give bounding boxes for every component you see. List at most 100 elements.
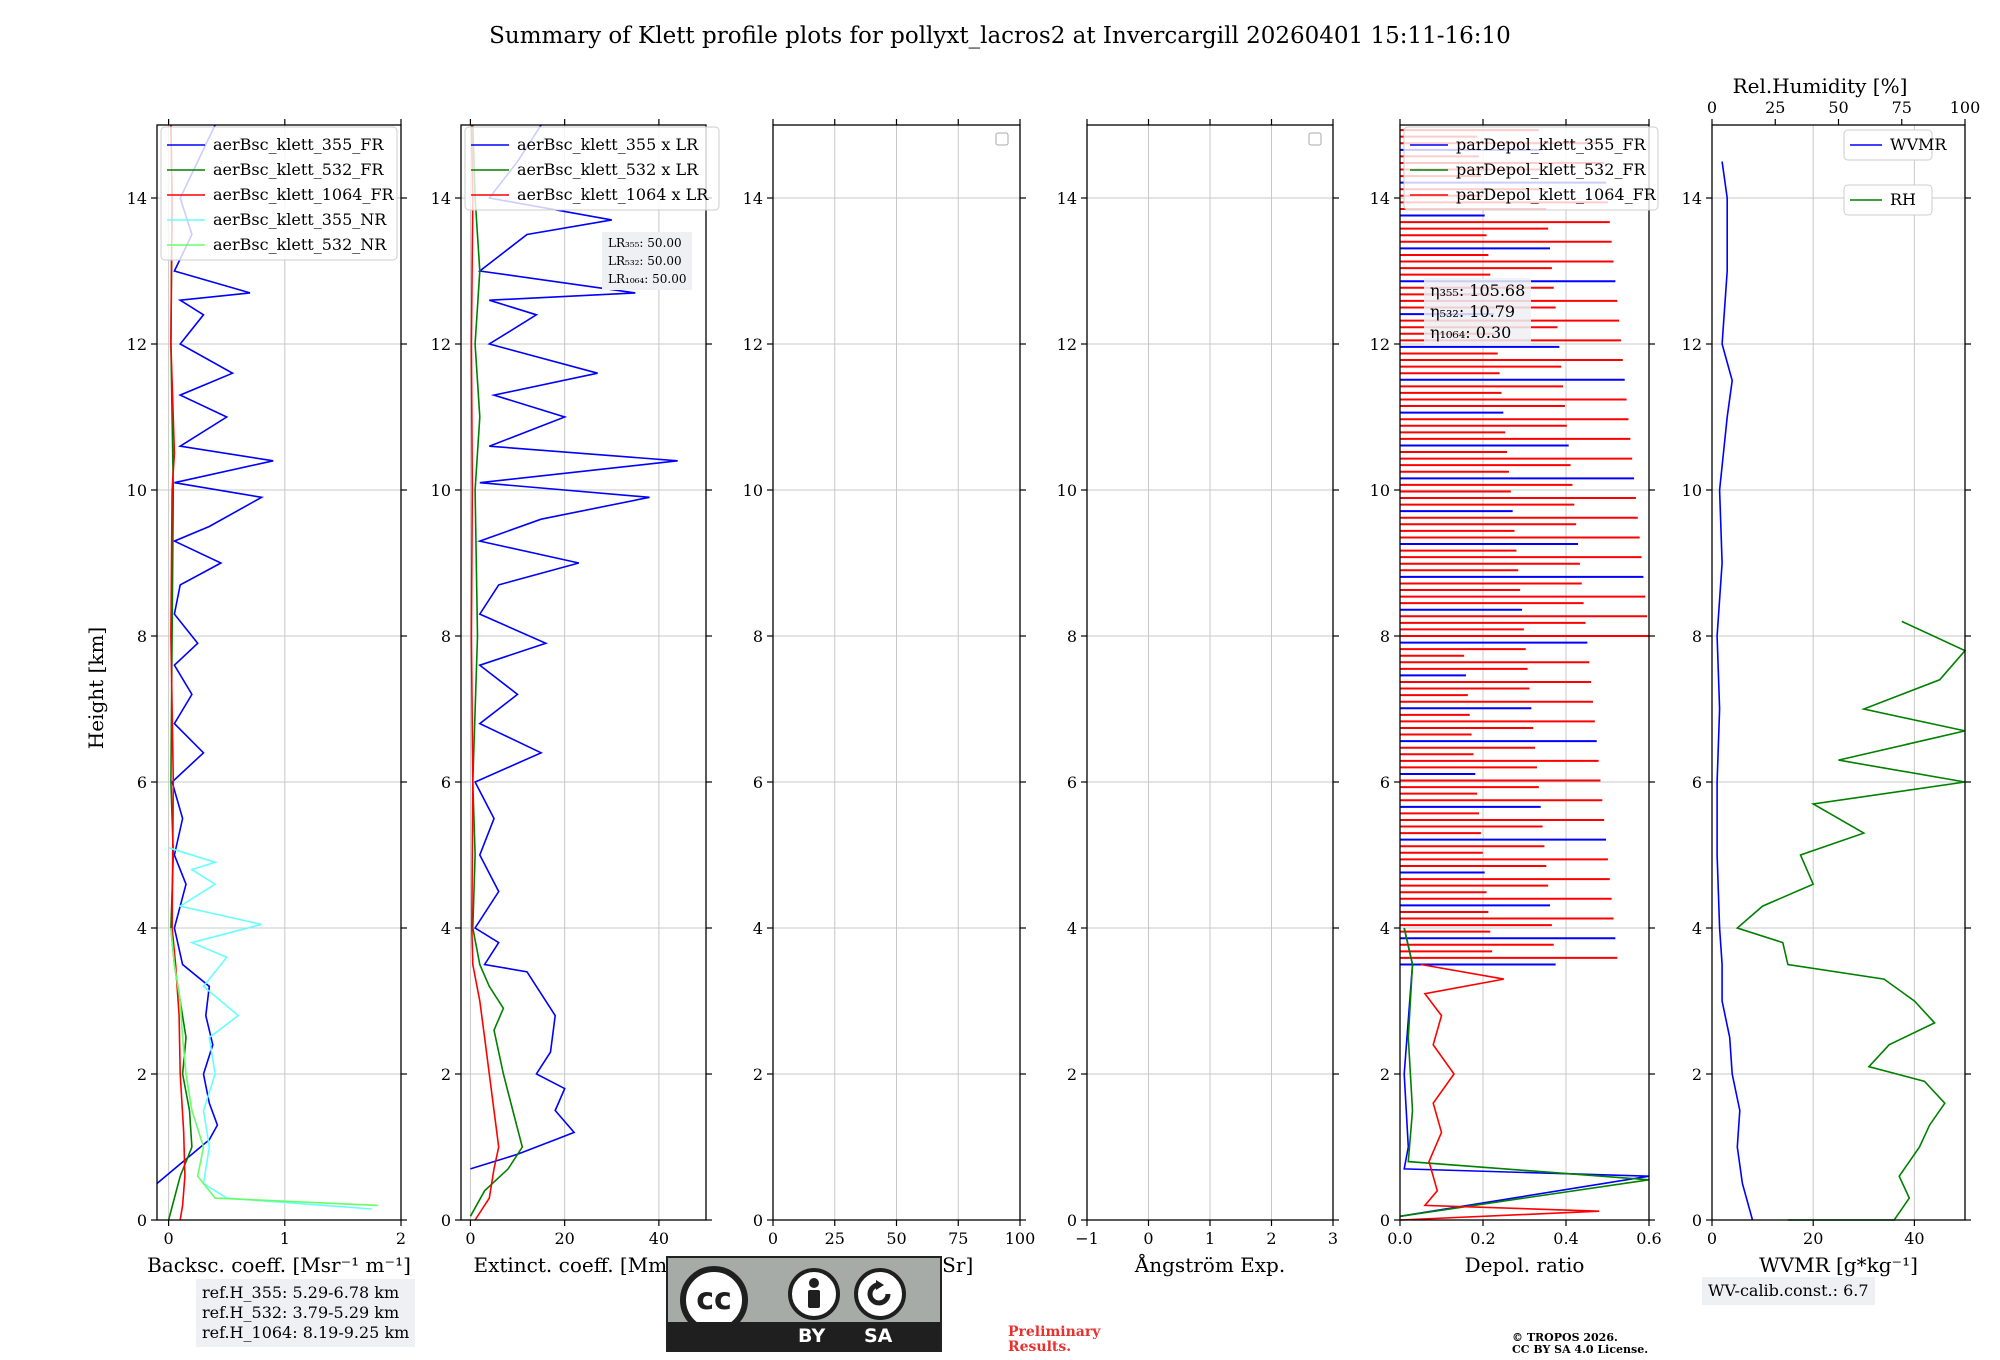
preliminary-note: Preliminary Results. bbox=[1008, 1325, 1100, 1355]
legend-box bbox=[1403, 126, 1659, 211]
series-line-aerBsc_klett_532 x LR bbox=[469, 124, 524, 1217]
axes-frame bbox=[1399, 124, 1650, 1221]
license-band bbox=[668, 1322, 940, 1350]
copyright-note: © TROPOS 2026. CC BY SA 4.0 License. bbox=[1512, 1332, 1648, 1356]
legend-entry: aerBsc_klett_355 x LR bbox=[517, 135, 699, 154]
series-line-RH bbox=[1735, 620, 1967, 1221]
y-tick-label: 4 bbox=[1067, 919, 1077, 938]
by-label: BY bbox=[798, 1325, 826, 1347]
legend-entry: aerBsc_klett_1064_FR bbox=[213, 185, 395, 204]
series-line-WVMR bbox=[1716, 161, 1754, 1221]
lidar-ratio-info: LR₃₅₅: 50.00 LR₅₃₂: 50.00 LR₁₀₆₄: 50.00 bbox=[602, 232, 693, 290]
y-tick-label: 14 bbox=[127, 189, 147, 208]
y-tick-label: 8 bbox=[1692, 627, 1702, 646]
legend-box bbox=[1843, 129, 1933, 161]
x-tick-label: 3 bbox=[1328, 1229, 1338, 1248]
eta-1064: η₁₀₆₄: 0.30 bbox=[1430, 323, 1512, 342]
series-line-parDepol_klett_355_FR bbox=[1399, 927, 1650, 1218]
y-tick-label: 4 bbox=[753, 919, 763, 938]
y-tick-label: 10 bbox=[1682, 481, 1702, 500]
legend-entry: aerBsc_klett_355_NR bbox=[213, 210, 387, 229]
y-tick-label: 8 bbox=[137, 627, 147, 646]
empty-legend-box bbox=[995, 132, 1009, 146]
legend-entry: parDepol_klett_1064_FR bbox=[1456, 185, 1657, 204]
y-tick-label: 6 bbox=[1380, 773, 1390, 792]
copyright-line-1: © TROPOS 2026. bbox=[1512, 1331, 1618, 1344]
x-tick-label: 0 bbox=[1707, 1229, 1717, 1248]
y-tick-label: 8 bbox=[441, 627, 451, 646]
y-tick-label: 0 bbox=[753, 1211, 763, 1230]
ref-height-355: ref.H_355: 5.29-6.78 km bbox=[202, 1283, 400, 1302]
preliminary-line-2: Results. bbox=[1008, 1339, 1072, 1355]
ref-height-info: ref.H_355: 5.29-6.78 km ref.H_532: 3.79-… bbox=[196, 1279, 416, 1347]
lr-532: LR₅₃₂: 50.00 bbox=[608, 254, 682, 268]
y-tick-label: 8 bbox=[1067, 627, 1077, 646]
legend-entry: aerBsc_klett_532_NR bbox=[213, 235, 387, 254]
legend-entry: aerBsc_klett_532 x LR bbox=[517, 160, 699, 179]
panel-extinction: 0 20 40 0 2 4 6 8 10 12 14 Extinct. coeff. [Mm⁻¹] ae… bbox=[431, 119, 720, 1277]
series-line-aerBsc_klett_355_FR bbox=[156, 124, 274, 1185]
top-tick-label: 75 bbox=[1892, 98, 1912, 117]
x-tick-label: 50 bbox=[886, 1229, 906, 1248]
y-tick-label: 0 bbox=[1380, 1211, 1390, 1230]
y-tick-label: 2 bbox=[1067, 1065, 1077, 1084]
x-tick-label: 0 bbox=[164, 1229, 174, 1248]
y-tick-label: 2 bbox=[753, 1065, 763, 1084]
x-tick-label: 0 bbox=[1143, 1229, 1153, 1248]
rh-axis-label: Rel.Humidity [%] bbox=[1733, 74, 1908, 98]
legend-entry: parDepol_klett_355_FR bbox=[1456, 135, 1647, 154]
panel-lidar_ratio: 025507510002468101214Lidar ratio [Sr] bbox=[743, 119, 1036, 1277]
x-tick-label: 1 bbox=[1205, 1229, 1215, 1248]
ref-height-1064: ref.H_1064: 8.19-9.25 km bbox=[202, 1323, 410, 1342]
copyright-line-2: CC BY SA 4.0 License. bbox=[1512, 1343, 1649, 1356]
y-tick-label: 8 bbox=[753, 627, 763, 646]
y-tick-label: 0 bbox=[441, 1211, 451, 1230]
x-axis-label: Depol. ratio bbox=[1465, 1253, 1585, 1277]
x-tick-label: 0.2 bbox=[1470, 1229, 1495, 1248]
y-tick-label: 6 bbox=[753, 773, 763, 792]
x-axis-label: Extinct. coeff. [Mm⁻¹] bbox=[473, 1253, 693, 1277]
axes-frame bbox=[1711, 124, 1966, 1221]
x-axis-label: Backsc. coeff. [Msr⁻¹ m⁻¹] bbox=[147, 1253, 411, 1277]
series-line-aerBsc_klett_1064 x LR bbox=[470, 124, 500, 1221]
empty-legend-box bbox=[1308, 132, 1322, 146]
figure-title: Summary of Klett profile plots for polly… bbox=[489, 23, 1511, 49]
y-tick-label: 10 bbox=[431, 481, 451, 500]
y-tick-label: 10 bbox=[1370, 481, 1390, 500]
share-alike-icon bbox=[854, 1268, 906, 1320]
y-tick-label: 6 bbox=[137, 773, 147, 792]
x-tick-label: 75 bbox=[948, 1229, 968, 1248]
y-tick-label: 4 bbox=[1380, 919, 1390, 938]
x-tick-label: 1 bbox=[280, 1229, 290, 1248]
y-tick-label: 14 bbox=[1370, 189, 1390, 208]
y-tick-label: 2 bbox=[1380, 1065, 1390, 1084]
y-tick-label: 2 bbox=[441, 1065, 451, 1084]
series-line-parDepol_klett_1064_FR bbox=[1399, 963, 1600, 1221]
y-tick-label: 12 bbox=[1682, 335, 1702, 354]
x-tick-label: 0 bbox=[465, 1229, 475, 1248]
legend-entry: aerBsc_klett_1064 x LR bbox=[517, 185, 709, 204]
y-tick-label: 14 bbox=[1682, 189, 1702, 208]
legend-entry: WVMR bbox=[1890, 135, 1947, 154]
eta-355: η₃₅₅: 105.68 bbox=[1430, 281, 1526, 300]
series-line-aerBsc_klett_355_NR bbox=[168, 846, 373, 1210]
ref-height-532: ref.H_532: 3.79-5.29 km bbox=[202, 1303, 400, 1322]
x-axis-label: Ångström Exp. bbox=[1134, 1252, 1285, 1277]
axes-frame bbox=[460, 124, 707, 1221]
lr-1064: LR₁₀₆₄: 50.00 bbox=[608, 272, 687, 286]
y-tick-label: 12 bbox=[431, 335, 451, 354]
x-tick-label: 100 bbox=[1005, 1229, 1036, 1248]
preliminary-line-1: Preliminary bbox=[1008, 1324, 1101, 1340]
top-tick-label: 100 bbox=[1950, 98, 1981, 117]
lr-355: LR₃₅₅: 50.00 bbox=[608, 236, 682, 250]
x-tick-label: −1 bbox=[1075, 1229, 1099, 1248]
x-tick-label: 40 bbox=[1904, 1229, 1924, 1248]
legend-entry: aerBsc_klett_532_FR bbox=[213, 160, 384, 179]
y-tick-label: 0 bbox=[1692, 1211, 1702, 1230]
top-tick-label: 25 bbox=[1765, 98, 1785, 117]
x-tick-label: 0.6 bbox=[1636, 1229, 1661, 1248]
y-tick-label: 10 bbox=[743, 481, 763, 500]
legend-entry: RH bbox=[1890, 190, 1916, 209]
y-tick-label: 12 bbox=[743, 335, 763, 354]
